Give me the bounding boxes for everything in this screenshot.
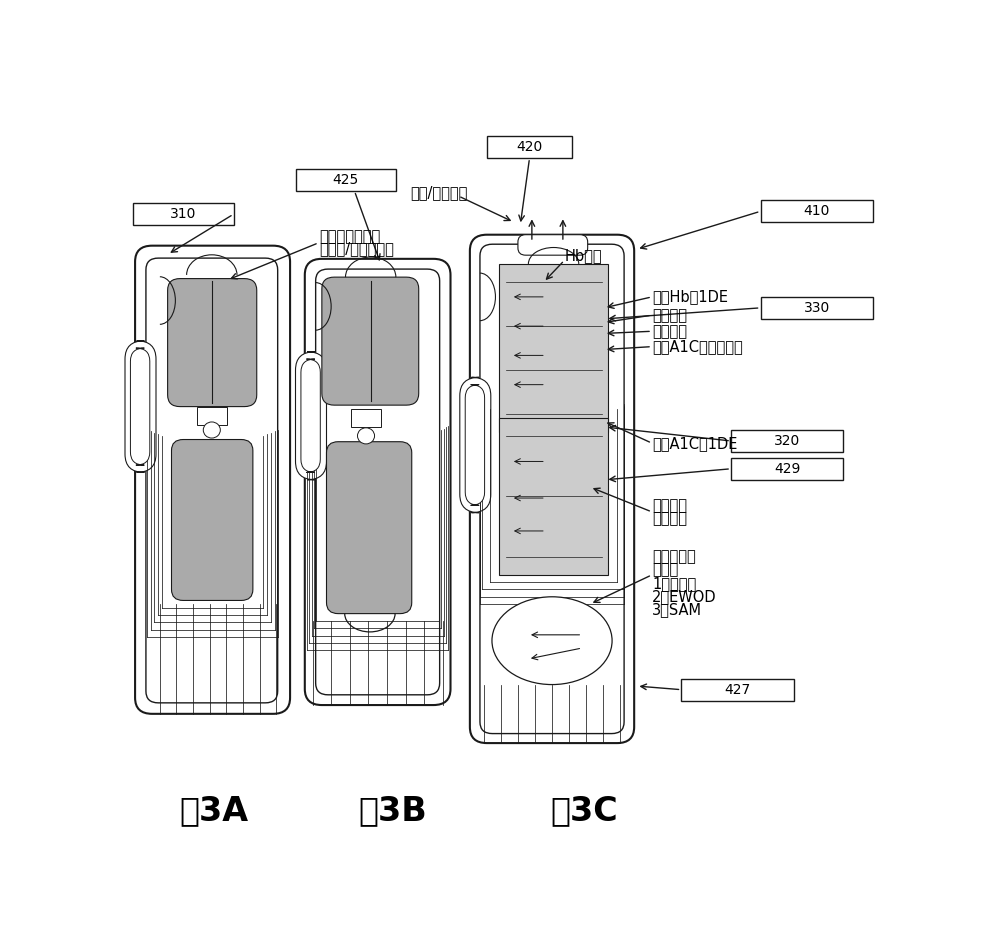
FancyBboxPatch shape	[470, 235, 634, 743]
FancyBboxPatch shape	[316, 269, 440, 694]
Bar	[731, 458, 843, 480]
Text: 图3B: 图3B	[358, 794, 427, 826]
Text: 1）烧蚀槽: 1）烧蚀槽	[652, 576, 696, 591]
Text: 使用该区域: 使用该区域	[652, 549, 696, 564]
Bar	[351, 408, 381, 428]
Ellipse shape	[492, 597, 612, 685]
FancyBboxPatch shape	[172, 440, 253, 600]
Bar	[731, 430, 843, 452]
Text: 420: 420	[516, 140, 543, 154]
Text: 用于Hb的1DE: 用于Hb的1DE	[652, 290, 728, 304]
Text: 通气端口: 通气端口	[652, 324, 687, 339]
Text: 3）SAM: 3）SAM	[652, 602, 702, 618]
FancyBboxPatch shape	[305, 258, 451, 705]
Text: 图3C: 图3C	[550, 794, 618, 826]
FancyBboxPatch shape	[296, 352, 326, 480]
FancyBboxPatch shape	[301, 359, 320, 472]
Bar	[530, 432, 575, 450]
Text: 320: 320	[774, 434, 800, 448]
FancyBboxPatch shape	[168, 278, 257, 407]
Bar	[133, 203, 234, 225]
Text: 410: 410	[804, 204, 830, 218]
Text: 2）EWOD: 2）EWOD	[652, 589, 717, 604]
Bar	[499, 418, 608, 575]
FancyBboxPatch shape	[146, 258, 278, 703]
Bar	[296, 169, 396, 191]
Text: 制动特征: 制动特征	[652, 498, 687, 513]
Bar	[681, 678, 794, 701]
FancyBboxPatch shape	[518, 235, 588, 256]
FancyBboxPatch shape	[465, 385, 485, 505]
FancyBboxPatch shape	[480, 244, 624, 733]
FancyBboxPatch shape	[125, 341, 156, 472]
Text: 通气端口: 通气端口	[652, 308, 687, 323]
Text: 425: 425	[333, 173, 359, 187]
Text: 427: 427	[725, 683, 751, 696]
Bar	[499, 264, 608, 432]
Text: 429: 429	[774, 462, 800, 476]
Bar	[761, 296, 873, 319]
Bar	[487, 136, 572, 158]
FancyBboxPatch shape	[135, 246, 290, 713]
Text: 几何形状: 几何形状	[652, 511, 687, 526]
Text: 加热/煮解通道: 加热/煮解通道	[410, 185, 468, 200]
Circle shape	[203, 422, 220, 438]
Text: 330: 330	[804, 301, 830, 314]
Bar	[761, 200, 873, 222]
Text: 图3A: 图3A	[180, 794, 249, 826]
Bar	[197, 407, 227, 425]
FancyBboxPatch shape	[460, 377, 491, 513]
Text: 用于A1C的1DE: 用于A1C的1DE	[652, 436, 737, 450]
Text: 针对A1C的填充检测: 针对A1C的填充检测	[652, 339, 743, 354]
FancyBboxPatch shape	[130, 348, 150, 466]
Text: （条带/填充检测）: （条带/填充检测）	[319, 241, 394, 256]
Circle shape	[358, 428, 375, 444]
Text: 来开发: 来开发	[652, 562, 678, 578]
Text: 金电阻加热元件: 金电阻加热元件	[319, 229, 380, 243]
Text: Hb通道: Hb通道	[564, 248, 602, 263]
FancyBboxPatch shape	[326, 442, 412, 614]
FancyBboxPatch shape	[322, 277, 419, 405]
Text: 310: 310	[170, 207, 196, 221]
